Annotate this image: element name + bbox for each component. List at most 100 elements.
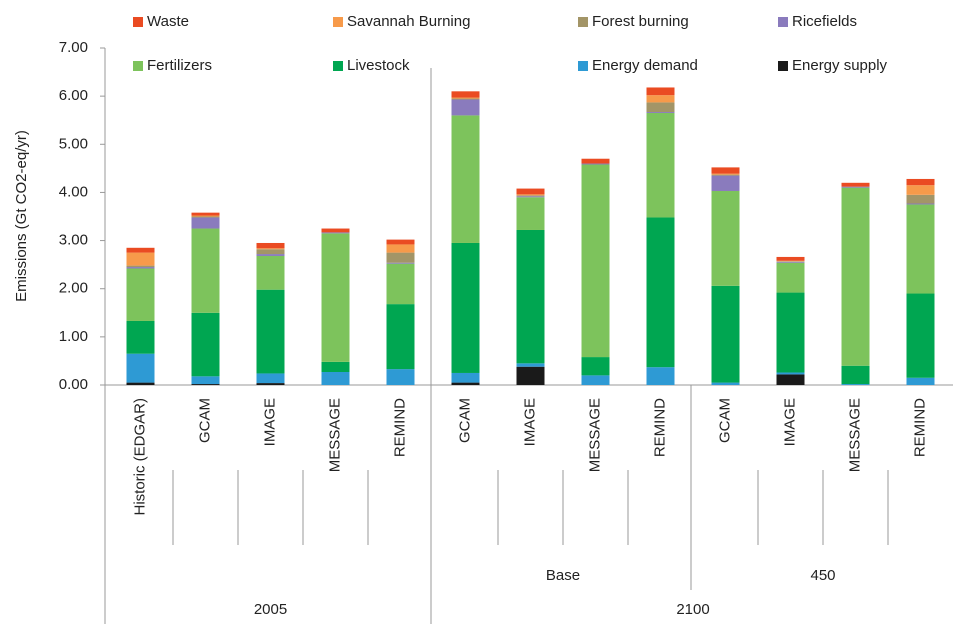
bar-segment [711,285,740,383]
bar-segment [516,195,545,197]
bar-segment [451,99,480,116]
bar-segment [841,186,870,188]
legend-swatch [578,61,588,71]
legend-swatch [133,61,143,71]
y-tick-label: 6.00 [59,87,88,104]
bar-segment [646,95,675,103]
bar-segment [126,252,155,266]
bar-segment [126,268,155,321]
bar-segment [581,375,610,385]
bar-segment [191,216,220,218]
bar-segment [776,372,805,375]
bar-segment [191,376,220,385]
bar-segment [256,254,285,256]
bar-segment [451,382,480,385]
bar-segment [581,163,610,165]
bar-segment [256,242,285,249]
x-tick-label: REMIND [391,398,408,457]
bar-segment [451,98,480,100]
legend-label: Waste [147,13,189,30]
bar-segment [256,373,285,384]
bar-segment [321,361,350,373]
bar-segment [841,365,870,385]
bar-segment [126,320,155,354]
legend-swatch [578,17,588,27]
bar-segment [191,228,220,313]
bar-segment [581,164,610,358]
legend-swatch [778,61,788,71]
bar-segment [451,97,480,99]
bar-segment [126,265,155,268]
bar-segment [516,188,545,195]
legend-swatch [133,17,143,27]
bar-segment [386,369,415,385]
bar-segment [386,244,415,253]
bar-segment [646,112,675,218]
legend-swatch [333,17,343,27]
x-tick-label: IMAGE [261,398,278,446]
bar-segment [191,384,220,385]
bar-segment [256,255,285,290]
y-tick-label: 4.00 [59,183,88,200]
bar-segment [841,384,870,385]
bar-segment [711,173,740,175]
legend-label: Ricefields [792,13,857,30]
x-tick-label: REMIND [651,398,668,457]
y-tick-label: 0.00 [59,376,88,393]
bar-segment [906,178,935,186]
bar-segment [386,262,415,264]
bar-segment [256,249,285,255]
bar-segment [516,366,545,385]
bar-segment [906,293,935,378]
legend-label: Energy supply [792,57,888,74]
bar-segment [126,267,155,269]
bar-segment [906,203,935,205]
legend-label: Livestock [347,57,410,74]
bar-segment [321,372,350,385]
bar-segment [711,167,740,174]
legend-swatch [778,17,788,27]
bar-segment [321,232,350,234]
x-tick-label: IMAGE [521,398,538,446]
bar-segment [581,357,610,376]
bar-segment [386,304,415,370]
bar-segment [191,215,220,217]
bar-segment [711,175,740,191]
legend-label: Energy demand [592,57,698,74]
bar-segment [451,372,480,383]
bar-segment [516,363,545,367]
bar-segment [321,233,350,362]
bar-segment [841,187,870,366]
bar-segment [841,182,870,187]
y-tick-label: 2.00 [59,280,88,297]
legend-swatch [333,61,343,71]
bar-segment [256,248,285,250]
y-axis-label: Emissions (Gt CO2-eq/yr) [13,130,30,302]
bar-segment [516,196,545,198]
bar-segment [776,262,805,293]
bar-segment [126,353,155,383]
x-tick-label: IMAGE [781,398,798,446]
x-tick-label: REMIND [911,398,928,457]
bar-segment [256,289,285,374]
x-tick-label: MESSAGE [326,398,343,472]
bar-segment [906,204,935,294]
legend-label: Fertilizers [147,57,212,74]
legend-label: Forest burning [592,13,689,30]
bar-segment [646,367,675,385]
legend-label: Savannah Burning [347,13,470,30]
bar-segment [451,115,480,243]
bar-segment [776,256,805,261]
bar-segment [386,239,415,245]
bar-segment [711,174,740,176]
y-tick-label: 3.00 [59,232,88,249]
bar-segment [386,252,415,263]
bar-segment [646,102,675,113]
bar-segment [451,91,480,98]
x-tick-label: MESSAGE [846,398,863,472]
bar-segment [581,158,610,164]
bar-segment [386,263,415,305]
bar-segment [126,247,155,253]
bar-segment [711,190,740,286]
x-tick-label: MESSAGE [586,398,603,472]
